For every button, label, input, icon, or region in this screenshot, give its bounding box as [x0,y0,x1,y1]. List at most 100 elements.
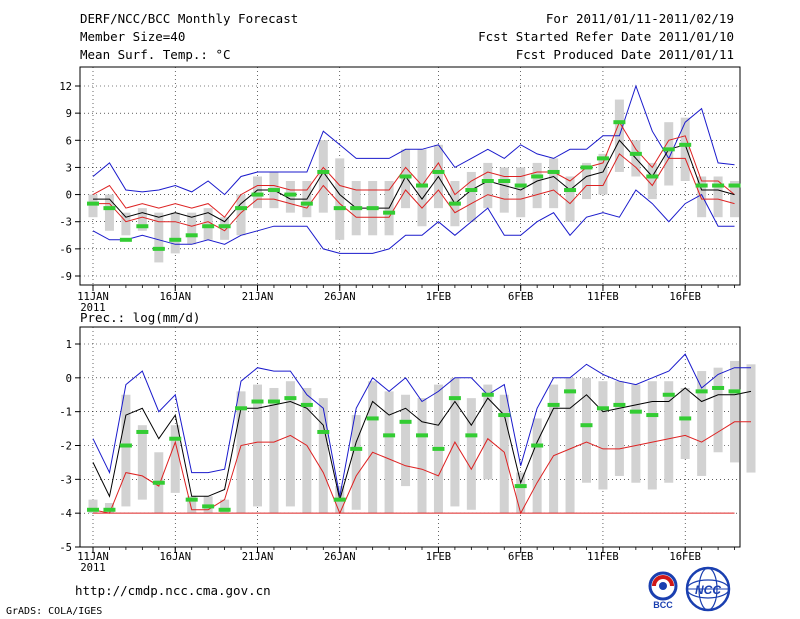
temperature-box [565,176,575,222]
precipitation-y-tick-label: -2 [59,441,72,453]
precipitation-median-mark [580,423,593,428]
temperature-y-tick-label: 3 [66,162,72,174]
precipitation-mean-line [92,387,752,500]
precipitation-x-tick-label: 26JAN [324,551,356,563]
precipitation-x-tick-label: 16FEB [669,551,701,563]
temperature-median-mark [695,183,708,188]
temperature-x-tick-label: 26JAN [324,291,356,303]
temperature-median-mark [383,210,396,215]
temperature-x-tick-label: 21JAN [242,291,274,303]
precipitation-median-mark [695,389,708,394]
precipitation-y-tick-label: 1 [66,339,72,351]
precipitation-median-mark [185,497,198,502]
precipitation-median-mark [350,446,363,451]
temperature-median-mark [629,151,642,156]
temperature-box [236,194,246,236]
precipitation-median-mark [235,406,248,411]
precipitation-median-mark [432,446,445,451]
temperature-median-mark [136,224,149,229]
temperature-median-mark [712,183,725,188]
temperature-box [647,162,657,200]
temperature-box [582,162,591,200]
precipitation-x-tick-label: 11FEB [587,551,619,563]
precipitation-median-mark [547,402,560,407]
temperature-median-mark [87,201,99,206]
precipitation-spread-line [92,421,751,515]
precipitation-median-mark [284,396,297,401]
temperature-median-mark [416,183,428,188]
temperature-median-mark [202,224,215,229]
temperature-median-mark [596,156,609,161]
variable-label: Mean Surf. Temp.: °C [80,47,231,62]
precipitation-box [318,398,328,514]
temperature-max-line [92,84,735,196]
precipitation-median-mark [613,402,626,407]
temperature-median-mark [218,224,231,229]
temperature-box [549,158,559,209]
temperature-median-mark [350,206,363,211]
temperature-box [104,194,114,231]
temperature-median-mark [284,192,297,197]
temperature-box [335,158,345,240]
temperature-box [713,176,723,218]
temperature-frame [79,66,741,286]
precipitation-box [170,425,180,493]
temperature-box [88,194,98,218]
temperature-x-tick-label: 16FEB [669,291,701,303]
temperature-box [680,117,690,181]
precipitation-median-mark [514,484,527,489]
precipitation-box [187,496,197,514]
temperature-median-mark [514,183,527,188]
temperature-median-mark [399,174,412,179]
precipitation-y-tick-label: 0 [66,373,72,385]
precipitation-box [236,391,246,514]
precipitation-y-tick-label: -4 [59,508,72,520]
temperature-median-mark [465,188,478,193]
temperature-x-year-label: 2011 [80,302,105,314]
precipitation-box [713,367,723,453]
temperature-box [730,181,740,218]
precipitation-median-mark [119,443,132,448]
ncc-logo-icon: NCC [685,566,731,612]
precipitation-median-mark [251,399,264,404]
precipitation-box [532,418,542,514]
temperature-median-mark [728,183,741,188]
temperature-y-tick-label: 9 [66,108,72,120]
temperature-median-mark [366,206,379,211]
temperature-median-mark [498,179,511,183]
precipitation-box [549,384,559,514]
temperature-median-mark [251,192,264,197]
precipitation-median-mark [679,416,692,421]
precipitation-box [401,394,411,487]
precipitation-median-mark [531,443,544,448]
precipitation-median-mark [646,413,659,418]
website-link[interactable]: http://cmdp.ncc.cma.gov.cn [75,583,271,598]
temperature-median-mark [448,201,461,206]
precipitation-box [746,364,756,473]
precipitation-box [384,391,394,514]
temperature-box [532,162,542,209]
precipitation-median-mark [498,413,511,418]
temperature-box [417,149,427,227]
precipitation-median-mark [169,436,182,441]
temperature-median-mark [580,165,593,170]
precipitation-median-mark [103,507,116,512]
precipitation-y-tick-label: -3 [59,474,72,486]
precipitation-median-mark [202,504,215,509]
precipitation-box [697,371,707,476]
precipitation-box [680,387,690,460]
temperature-median-mark [531,174,544,179]
temperature-box [121,212,131,236]
temperature-x-tick-label: 16JAN [159,291,191,303]
precipitation-median-mark [629,409,642,414]
temperature-x-tick-label: 1FEB [426,291,451,303]
precipitation-x-year-label: 2011 [80,562,105,574]
temperature-median-mark [481,179,494,183]
temperature-x-tick-label: 6FEB [508,291,533,303]
temperature-x-tick-label: 11FEB [587,291,619,303]
precipitation-median-mark [300,402,313,407]
temperature-median-mark [317,169,330,174]
temperature-box [401,149,411,209]
precip-variable-label: Prec.: log(mm/d) [80,310,200,325]
